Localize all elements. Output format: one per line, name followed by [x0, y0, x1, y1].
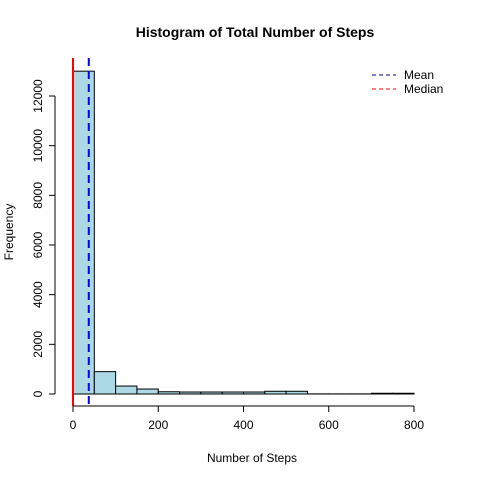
histogram-bar — [370, 392, 394, 395]
reference-lines-group — [72, 58, 90, 406]
y-tick-label: 0 — [31, 390, 45, 397]
y-axis-label: Frequency — [2, 204, 16, 261]
x-tick-label: 600 — [319, 418, 339, 432]
x-axis: 0 200 400 600 800 — [70, 405, 424, 432]
histogram-bar — [243, 391, 266, 395]
y-tick-label: 12000 — [31, 79, 45, 113]
x-tick-label: 200 — [148, 418, 168, 432]
y-tick-label: 10000 — [31, 129, 45, 163]
legend-label: Median — [404, 82, 443, 96]
histogram-bar — [115, 385, 138, 395]
histogram-bar — [157, 391, 181, 395]
y-tick-label: 6000 — [31, 231, 45, 258]
x-tick-label: 400 — [233, 418, 253, 432]
y-axis: 0 2000 4000 6000 8000 10000 12000 — [31, 79, 56, 397]
histogram-bar — [221, 391, 244, 395]
y-tick-label: 8000 — [31, 182, 45, 209]
histogram-bar — [200, 391, 223, 395]
histogram-bar — [179, 391, 202, 395]
histogram-bar — [93, 371, 117, 395]
x-tick-label: 800 — [404, 418, 424, 432]
legend-label: Mean — [404, 68, 434, 82]
histogram-bar — [264, 390, 287, 395]
x-axis-label: Number of Steps — [207, 451, 297, 465]
histogram-bar — [392, 392, 415, 395]
y-tick-label: 4000 — [31, 281, 45, 308]
chart-title: Histogram of Total Number of Steps — [136, 24, 375, 40]
histogram-bar — [72, 70, 95, 395]
bars-group — [72, 70, 415, 395]
x-tick-label: 0 — [70, 418, 77, 432]
histogram-bar — [136, 388, 159, 395]
y-tick-label: 2000 — [31, 331, 45, 358]
histogram-bar — [285, 390, 308, 395]
